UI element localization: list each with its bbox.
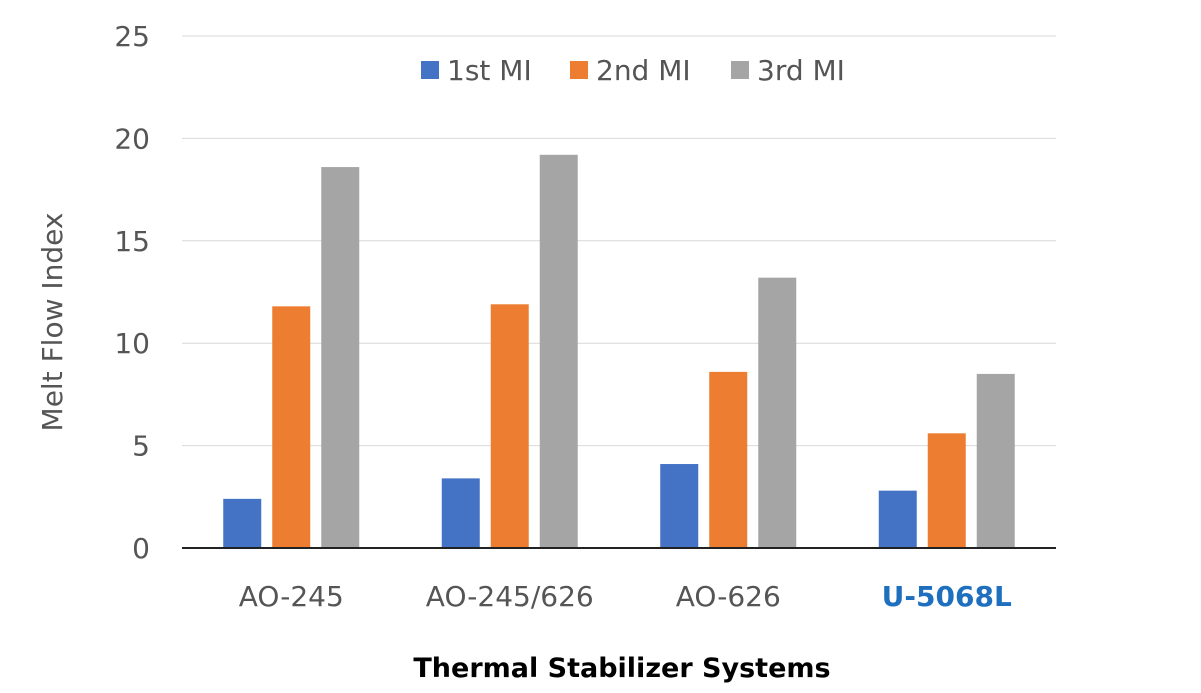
x-category-label: U-5068L bbox=[882, 580, 1012, 613]
legend-label: 1st MI bbox=[447, 54, 532, 87]
y-axis-title: Melt Flow Index bbox=[36, 213, 69, 432]
x-category-label: AO-245 bbox=[239, 580, 344, 613]
y-tick-label: 15 bbox=[114, 225, 150, 258]
bar-2nd-mi-u-5068l bbox=[927, 433, 966, 548]
y-tick-label: 10 bbox=[114, 327, 150, 360]
y-axis-ticks: 0 5 10 15 20 25 bbox=[114, 20, 150, 565]
bar-2nd-mi-ao-245-626 bbox=[490, 304, 529, 548]
bar-3rd-mi-ao-626 bbox=[758, 277, 797, 548]
bar-3rd-mi-ao-245 bbox=[321, 167, 360, 548]
bar-3rd-mi-ao-245-626 bbox=[539, 154, 578, 548]
bar-1st-mi-ao-626 bbox=[660, 464, 699, 548]
legend: 1st MI 2nd MI 3rd MI bbox=[421, 54, 845, 87]
bar-2nd-mi-ao-626 bbox=[709, 371, 748, 548]
gridlines bbox=[182, 35, 1056, 447]
y-tick-label: 25 bbox=[114, 20, 150, 53]
y-tick-label: 0 bbox=[132, 532, 150, 565]
bar-1st-mi-ao-245 bbox=[223, 498, 262, 548]
y-tick-label: 5 bbox=[132, 430, 150, 463]
bar-2nd-mi-ao-245 bbox=[272, 306, 311, 548]
bar-1st-mi-u-5068l bbox=[878, 490, 917, 548]
legend-label: 3rd MI bbox=[757, 54, 845, 87]
bar-3rd-mi-u-5068l bbox=[976, 373, 1015, 548]
y-tick-label: 20 bbox=[114, 122, 150, 155]
legend-swatch bbox=[421, 61, 439, 79]
legend-label: 2nd MI bbox=[596, 54, 691, 87]
x-category-label: AO-626 bbox=[676, 580, 781, 613]
bars bbox=[223, 154, 1015, 548]
x-axis-title: Thermal Stabilizer Systems bbox=[413, 653, 830, 684]
x-category-label: AO-245/626 bbox=[426, 580, 594, 613]
legend-swatch bbox=[731, 61, 749, 79]
bar-1st-mi-ao-245-626 bbox=[441, 478, 480, 548]
legend-swatch bbox=[570, 61, 588, 79]
x-axis-categories: AO-245 AO-245/626 AO-626 U-5068L bbox=[239, 580, 1012, 613]
